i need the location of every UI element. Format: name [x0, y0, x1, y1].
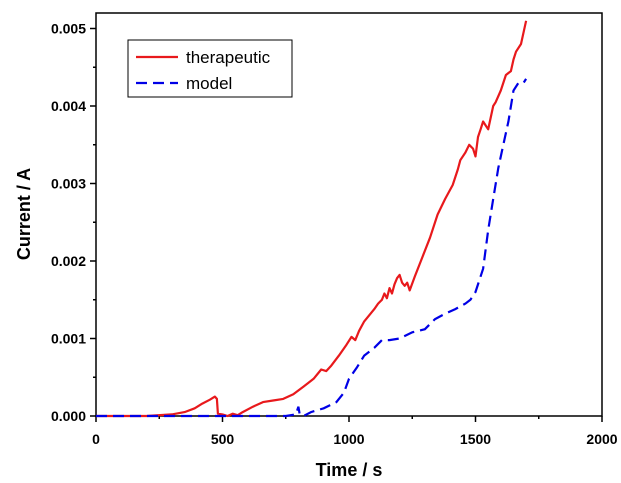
x-tick-label: 1500 — [460, 431, 491, 447]
tick-marks — [90, 27, 603, 422]
x-tick-label: 1000 — [333, 431, 364, 447]
legend: therapeutic model — [127, 39, 293, 98]
legend-box — [127, 39, 293, 98]
x-axis-title: Time / s — [316, 460, 383, 480]
x-axis: 0 500 1000 1500 2000 — [92, 431, 618, 447]
legend-label-model: model — [186, 74, 232, 93]
y-tick-label: 0.002 — [51, 253, 86, 269]
y-axis-title: Current / A — [14, 168, 34, 260]
x-tick-label: 500 — [211, 431, 235, 447]
y-tick-label: 0.000 — [51, 408, 86, 424]
y-tick-label: 0.003 — [51, 176, 86, 192]
y-tick-label: 0.004 — [51, 98, 86, 114]
series-line-therapeutic — [96, 20, 528, 418]
series-line-model — [96, 78, 528, 418]
x-tick-label: 2000 — [586, 431, 617, 447]
legend-label-therapeutic: therapeutic — [186, 48, 271, 67]
y-tick-label: 0.005 — [51, 21, 86, 37]
y-tick-label: 0.001 — [51, 331, 86, 347]
y-axis: 0.000 0.001 0.002 0.003 0.004 0.005 — [51, 21, 86, 425]
x-tick-label: 0 — [92, 431, 100, 447]
series-layer — [96, 20, 528, 418]
